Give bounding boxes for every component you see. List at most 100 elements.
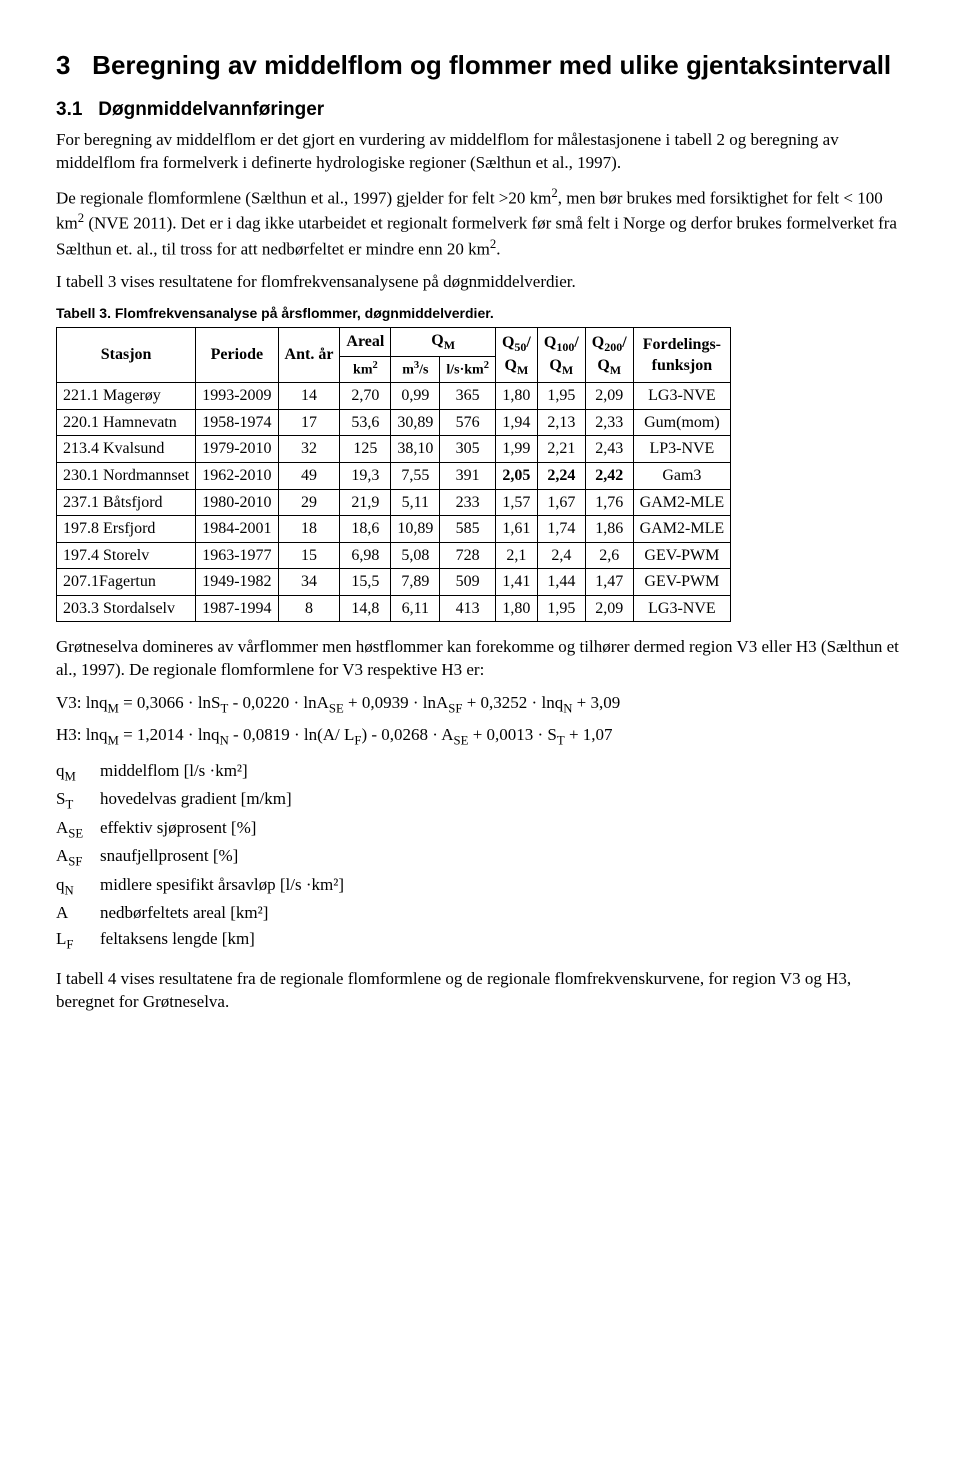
table-cell: 6,98 — [340, 542, 391, 569]
paragraph-2a: De regionale flomformlene (Sælthun et al… — [56, 188, 551, 207]
definitions-list: qMmiddelflom [l/s ·km²] SThovedelvas gra… — [56, 758, 904, 955]
table-cell: 1,67 — [537, 489, 585, 516]
table-cell: 1987-1994 — [196, 595, 278, 622]
table-cell: 2,21 — [537, 436, 585, 463]
table-cell: 32 — [278, 436, 340, 463]
table-cell: 5,08 — [391, 542, 440, 569]
table-cell: 230.1 Nordmannset — [57, 462, 196, 489]
table-cell: 2,13 — [537, 409, 585, 436]
def-a-text: nedbørfeltets areal [km²] — [100, 900, 268, 926]
table-cell: 18 — [278, 516, 340, 543]
table-cell: 1979-2010 — [196, 436, 278, 463]
table-cell: 213.4 Kvalsund — [57, 436, 196, 463]
table-cell: 2,70 — [340, 383, 391, 410]
table-row: 230.1 Nordmannset1962-20104919,37,553912… — [57, 462, 731, 489]
table-cell: 1,41 — [495, 569, 537, 596]
table-cell: 15 — [278, 542, 340, 569]
def-qm-text: middelflom [l/s ·km²] — [100, 758, 248, 787]
table-cell: 2,43 — [585, 436, 633, 463]
table-cell: 34 — [278, 569, 340, 596]
table-cell: 125 — [340, 436, 391, 463]
table-cell: 1,57 — [495, 489, 537, 516]
table-cell: 365 — [440, 383, 496, 410]
table-cell: 21,9 — [340, 489, 391, 516]
table-cell: 6,11 — [391, 595, 440, 622]
table-cell: 509 — [440, 569, 496, 596]
table-cell: 1,80 — [495, 595, 537, 622]
th-qm: QM — [391, 328, 496, 356]
table-cell: 1,61 — [495, 516, 537, 543]
def-a: Anedbørfeltets areal [km²] — [56, 900, 904, 926]
th-fordel: Fordelings-funksjon — [633, 328, 730, 383]
table-row: 197.4 Storelv1963-1977156,985,087282,1 2,… — [57, 542, 731, 569]
th-stasjon: Stasjon — [57, 328, 196, 383]
table-cell: LP3-NVE — [633, 436, 730, 463]
section-heading: 3 Beregning av middelflom og flommer med… — [56, 48, 904, 83]
section-number: 3 — [56, 50, 70, 80]
paragraph-2: De regionale flomformlene (Sælthun et al… — [56, 185, 904, 262]
table-cell: 14,8 — [340, 595, 391, 622]
table-cell: 38,10 — [391, 436, 440, 463]
table-row: 207.1Fagertun1949-19823415,57,895091,411… — [57, 569, 731, 596]
th-periode: Periode — [196, 328, 278, 383]
table-cell: 1,95 — [537, 595, 585, 622]
th-q50: Q50/QM — [495, 328, 537, 383]
table-cell: 1963-1977 — [196, 542, 278, 569]
table-cell: 1984-2001 — [196, 516, 278, 543]
table-cell: 2,09 — [585, 383, 633, 410]
subsection-title: Døgnmiddelvannføringer — [98, 99, 324, 120]
table-cell: 220.1 Hamnevatn — [57, 409, 196, 436]
def-ase: ASEeffektiv sjøprosent [%] — [56, 815, 904, 844]
table3: Stasjon Periode Ant. år Areal QM Q50/QM … — [56, 327, 731, 622]
def-lf: LFfeltaksens lengde [km] — [56, 926, 904, 955]
table-cell: 2,33 — [585, 409, 633, 436]
table-cell: Gam3 — [633, 462, 730, 489]
table-cell: 1993-2009 — [196, 383, 278, 410]
def-qn: qNmidlere spesifikt årsavløp [l/s ·km²] — [56, 872, 904, 901]
table-cell: 207.1Fagertun — [57, 569, 196, 596]
paragraph-2d: . — [496, 239, 500, 258]
table-cell: 1958-1974 — [196, 409, 278, 436]
table-cell: 1,86 — [585, 516, 633, 543]
table-cell: 221.1 Magerøy — [57, 383, 196, 410]
table-cell: 585 — [440, 516, 496, 543]
subsection-heading: 3.1 Døgnmiddelvannføringer — [56, 97, 904, 123]
table-cell: 197.4 Storelv — [57, 542, 196, 569]
table-cell: 576 — [440, 409, 496, 436]
table-row: 197.8 Ersfjord1984-20011818,610,895851,6… — [57, 516, 731, 543]
def-qn-text: midlere spesifikt årsavløp [l/s ·km²] — [100, 872, 344, 901]
table-cell: 1980-2010 — [196, 489, 278, 516]
table-row: 213.4 Kvalsund1979-20103212538,103051,99… — [57, 436, 731, 463]
th-areal: Areal — [340, 328, 391, 356]
def-st-text: hovedelvas gradient [m/km] — [100, 786, 292, 815]
table-row: 220.1 Hamnevatn1958-19741753,630,895761,… — [57, 409, 731, 436]
table-cell: 7,89 — [391, 569, 440, 596]
table-cell: 728 — [440, 542, 496, 569]
table-row: 237.1 Båtsfjord1980-20102921,95,112331,5… — [57, 489, 731, 516]
subsection-number: 3.1 — [56, 99, 82, 120]
table-cell: 1,95 — [537, 383, 585, 410]
table-cell: 1,47 — [585, 569, 633, 596]
table-cell: 1,76 — [585, 489, 633, 516]
table3-header-row: Stasjon Periode Ant. år Areal QM Q50/QM … — [57, 328, 731, 356]
table-cell: 8 — [278, 595, 340, 622]
table-cell: GEV-PWM — [633, 569, 730, 596]
table-cell: 2,6 — [585, 542, 633, 569]
table-cell: 18,6 — [340, 516, 391, 543]
table-cell: 30,89 — [391, 409, 440, 436]
th-q200: Q200/QM — [585, 328, 633, 383]
table-row: 221.1 Magerøy1993-2009142,700,993651,801… — [57, 383, 731, 410]
table-cell: 10,89 — [391, 516, 440, 543]
paragraph-2c: (NVE 2011). Det er i dag ikke utarbeidet… — [56, 214, 897, 259]
th-qm-unit2: l/s·km2 — [440, 356, 496, 383]
table-cell: GEV-PWM — [633, 542, 730, 569]
table-cell: 14 — [278, 383, 340, 410]
table-cell: 2,1 — [495, 542, 537, 569]
table-cell: 2,09 — [585, 595, 633, 622]
table-cell: 305 — [440, 436, 496, 463]
def-qm: qMmiddelflom [l/s ·km²] — [56, 758, 904, 787]
table-cell: 2,42 — [585, 462, 633, 489]
table-cell: GAM2-MLE — [633, 489, 730, 516]
paragraph-3: I tabell 3 vises resultatene for flomfre… — [56, 271, 904, 294]
table-cell: 1,44 — [537, 569, 585, 596]
